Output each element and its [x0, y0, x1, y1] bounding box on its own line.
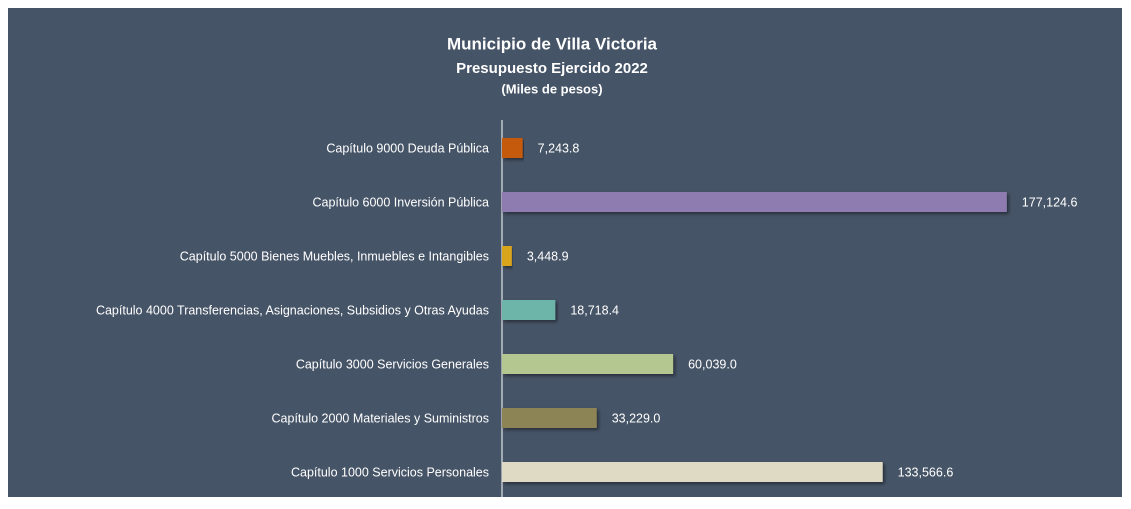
bar — [502, 462, 883, 482]
bar — [502, 192, 1007, 212]
y-tick-label: Capítulo 3000 Servicios Generales — [296, 357, 489, 371]
chart-subtitle: (Miles de pesos) — [501, 81, 602, 96]
value-label: 18,718.4 — [570, 303, 619, 317]
y-tick-label: Capítulo 1000 Servicios Personales — [291, 465, 489, 479]
y-tick-label: Capítulo 9000 Deuda Pública — [326, 141, 489, 155]
y-tick-label: Capítulo 4000 Transferencias, Asignacion… — [96, 303, 489, 317]
value-label: 177,124.6 — [1022, 195, 1078, 209]
chart-title: Municipio de Villa Victoria — [447, 34, 658, 53]
bar — [502, 246, 512, 266]
value-label: 7,243.8 — [538, 141, 580, 155]
value-label: 3,448.9 — [527, 249, 569, 263]
bar — [502, 300, 556, 320]
y-tick-label: Capítulo 5000 Bienes Muebles, Inmuebles … — [180, 249, 489, 263]
value-label: 60,039.0 — [688, 357, 737, 371]
bar — [502, 408, 597, 428]
y-tick-label: Capítulo 6000 Inversión Pública — [312, 195, 489, 209]
y-tick-label: Capítulo 2000 Materiales y Suministros — [272, 411, 489, 425]
bar — [502, 354, 674, 374]
chart-subtitle: Presupuesto Ejercido 2022 — [456, 60, 648, 77]
value-label: 133,566.6 — [898, 465, 954, 479]
value-label: 33,229.0 — [612, 411, 661, 425]
bar — [502, 138, 523, 158]
